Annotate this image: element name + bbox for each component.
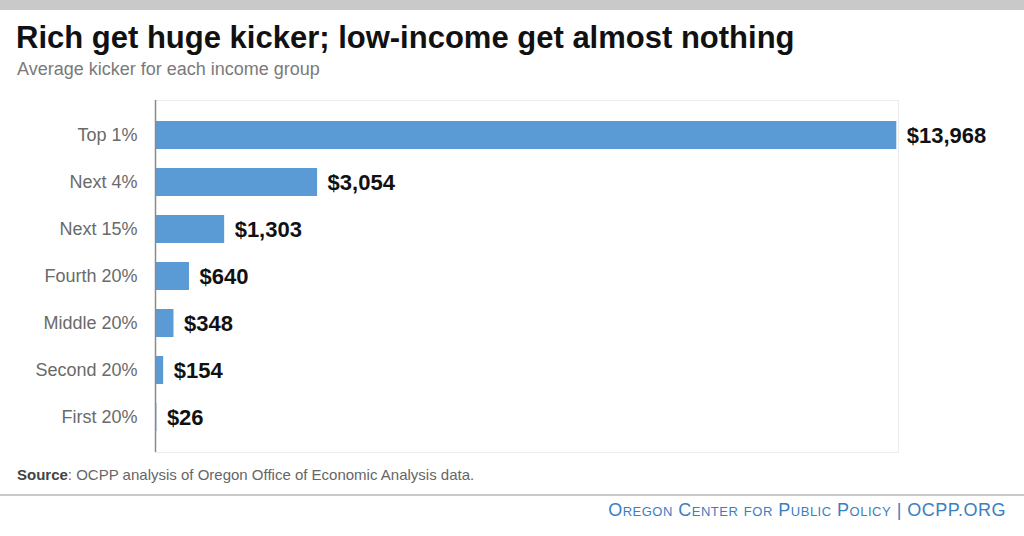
html-text:Rich get huge kicker; low-inco: Rich get huge kicker; low-income get alm… [16, 20, 795, 55]
svg-text:Second 20%: Second 20% [35, 360, 137, 380]
svg-text:Next 4%: Next 4% [69, 172, 137, 192]
svg-text:First 20%: First 20% [61, 407, 137, 427]
svg-text:$640: $640 [199, 264, 248, 289]
svg-text:$13,968: $13,968 [907, 123, 987, 148]
svg-text:Top 1%: Top 1% [77, 125, 137, 145]
html-text:Source: OCPP analysis of Orego: Source: OCPP analysis of Oregon Office o… [17, 466, 475, 483]
svg-text:$26: $26 [167, 405, 204, 430]
svg-text:Middle 20%: Middle 20% [43, 313, 137, 333]
svg-text:$348: $348 [184, 311, 233, 336]
svg-text:$3,054: $3,054 [328, 170, 396, 195]
html-text:Oregon Center for Public Polic: Oregon Center for Public Policy | OCPP.O… [608, 500, 1006, 520]
svg-text:$1,303: $1,303 [235, 217, 302, 242]
svg-text:Next 15%: Next 15% [59, 219, 137, 239]
html-text:Average kicker for each income: Average kicker for each income group [17, 59, 320, 79]
svg-text:Fourth 20%: Fourth 20% [44, 266, 137, 286]
svg-text:$154: $154 [174, 358, 224, 383]
